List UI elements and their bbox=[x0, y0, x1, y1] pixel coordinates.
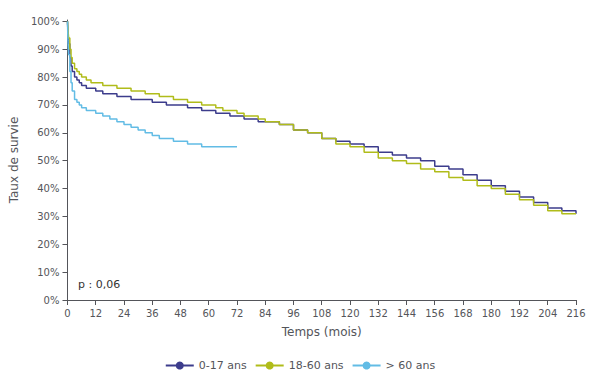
svg-text:168: 168 bbox=[453, 308, 472, 319]
svg-text:> 60 ans: > 60 ans bbox=[386, 359, 436, 372]
svg-text:216: 216 bbox=[566, 308, 585, 319]
svg-text:84: 84 bbox=[259, 308, 272, 319]
svg-text:30%: 30% bbox=[37, 211, 59, 222]
svg-text:96: 96 bbox=[287, 308, 300, 319]
svg-text:70%: 70% bbox=[37, 99, 59, 110]
svg-text:Taux de survie: Taux de survie bbox=[7, 117, 21, 205]
svg-text:p : 0,06: p : 0,06 bbox=[78, 278, 120, 291]
svg-text:90%: 90% bbox=[37, 44, 59, 55]
svg-text:180: 180 bbox=[482, 308, 501, 319]
svg-text:48: 48 bbox=[174, 308, 187, 319]
svg-text:72: 72 bbox=[231, 308, 244, 319]
svg-text:204: 204 bbox=[538, 308, 557, 319]
svg-text:80%: 80% bbox=[37, 72, 59, 83]
svg-text:120: 120 bbox=[340, 308, 359, 319]
svg-text:50%: 50% bbox=[37, 155, 59, 166]
svg-text:0: 0 bbox=[64, 308, 70, 319]
svg-text:20%: 20% bbox=[37, 239, 59, 250]
svg-text:12: 12 bbox=[89, 308, 102, 319]
svg-text:0-17 ans: 0-17 ans bbox=[199, 359, 247, 372]
svg-text:100%: 100% bbox=[31, 16, 60, 27]
svg-text:60: 60 bbox=[202, 308, 215, 319]
svg-text:10%: 10% bbox=[37, 267, 59, 278]
svg-text:144: 144 bbox=[397, 308, 416, 319]
svg-text:132: 132 bbox=[369, 308, 388, 319]
svg-text:108: 108 bbox=[312, 308, 331, 319]
svg-text:24: 24 bbox=[118, 308, 131, 319]
svg-text:60%: 60% bbox=[37, 127, 59, 138]
svg-text:156: 156 bbox=[425, 308, 444, 319]
svg-text:0%: 0% bbox=[44, 295, 60, 306]
svg-text:192: 192 bbox=[510, 308, 529, 319]
svg-text:18-60 ans: 18-60 ans bbox=[289, 359, 344, 372]
svg-text:Temps (mois): Temps (mois) bbox=[281, 325, 362, 339]
svg-text:40%: 40% bbox=[37, 183, 59, 194]
svg-text:36: 36 bbox=[146, 308, 159, 319]
